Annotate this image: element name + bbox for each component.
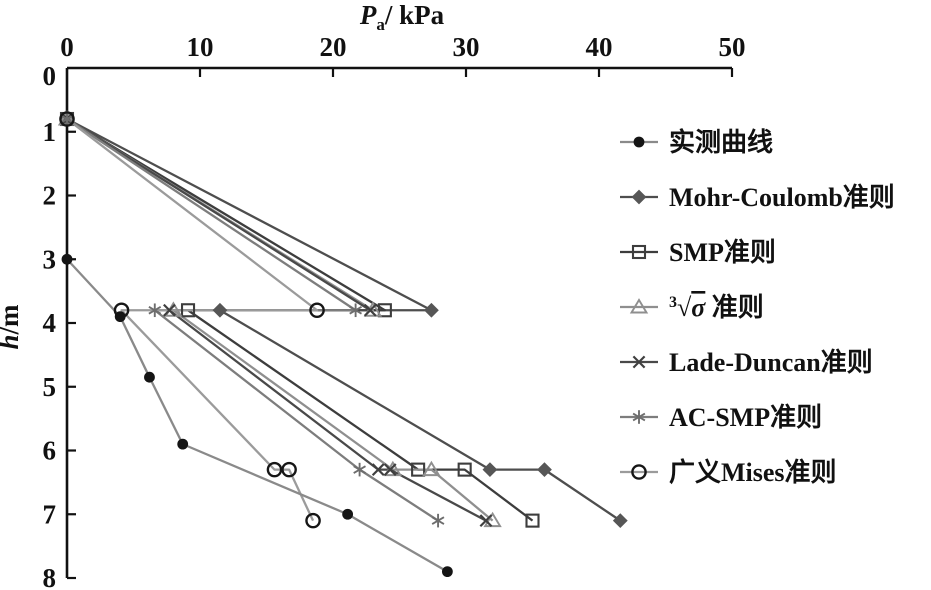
y-tick-label: 5 (43, 372, 57, 402)
series-mises-marker (281, 461, 297, 478)
series-measured-marker (61, 253, 73, 265)
series-measured-marker (144, 371, 155, 383)
series-mises-marker (309, 302, 325, 319)
legend-label-mises: 广义Mises准则 (669, 458, 837, 487)
y-tick-label: 0 (43, 61, 57, 91)
legend-marker-lade-duncan (632, 355, 646, 369)
series-mohr-coulomb-marker (424, 302, 439, 318)
legend-marker-sigma3 (629, 298, 649, 314)
series-lade-duncan-marker (363, 303, 377, 317)
legend-label-lade-duncan: Lade-Duncan准则 (669, 348, 873, 377)
x-tick-label: 40 (586, 32, 613, 62)
series-lade-duncan-marker (371, 463, 385, 477)
series-smp-marker (525, 513, 540, 528)
series-smp-marker (377, 303, 392, 318)
legend-label-smp: SMP准则 (669, 238, 776, 267)
series-smp-marker (411, 462, 426, 477)
y-tick-label: 8 (43, 563, 57, 590)
series-mises-line (66, 118, 319, 522)
series-lade-duncan-line (66, 118, 487, 522)
series-mohr-coulomb-marker (537, 462, 552, 478)
legend-label-ac-smp: AC-SMP准则 (669, 403, 822, 432)
y-tick-label: 1 (43, 117, 57, 147)
series-measured-marker (177, 438, 189, 450)
series-mohr-coulomb-marker (482, 462, 498, 478)
legend-marker-ac-smp (632, 412, 646, 422)
legend-label-mohr-coulomb: Mohr-Coulomb准则 (669, 183, 895, 212)
x-tick-label: 50 (719, 32, 746, 62)
x-tick-label: 20 (320, 32, 347, 62)
series-mises-marker (305, 512, 321, 529)
series-sigma3-marker (422, 460, 441, 477)
series-mohr-coulomb-line (66, 117, 621, 522)
legend-label-sigma3: 3√σ 准则 (669, 293, 764, 322)
series-lade-duncan-marker (479, 514, 493, 528)
series-mohr-coulomb-marker (212, 302, 228, 318)
x-tick-label: 0 (60, 32, 74, 62)
series-smp-marker (180, 303, 196, 318)
series-mises-marker (59, 111, 75, 127)
series-smp-line (66, 118, 534, 522)
series-ac-smp-marker (60, 114, 74, 124)
x-tick-label: 30 (453, 32, 480, 62)
series-ac-smp-marker (349, 306, 362, 315)
legend-marker-measured (633, 136, 645, 148)
series-lade-duncan-marker (163, 303, 176, 317)
legend-marker-mohr-coulomb (631, 189, 647, 205)
series-measured-marker (342, 508, 354, 520)
y-tick-label: 6 (43, 436, 57, 466)
y-tick-label: 2 (43, 181, 57, 211)
y-tick-label: 4 (43, 308, 57, 338)
series-lade-duncan-marker (383, 463, 397, 477)
series-sigma3-marker (483, 511, 502, 528)
x-tick-label: 10 (187, 32, 214, 62)
legend-marker-mises (631, 464, 647, 480)
series-measured-marker (441, 566, 453, 578)
series-mises-marker (266, 461, 283, 478)
series-ac-smp-marker (431, 516, 445, 525)
y-tick-label: 7 (43, 499, 57, 529)
series-measured-marker (114, 311, 126, 323)
legend-marker-smp (631, 244, 647, 260)
y-tick-label: 3 (43, 244, 57, 274)
series-ac-smp-marker (148, 306, 162, 315)
series-sigma3-line (66, 118, 494, 522)
series-mohr-coulomb-marker (612, 513, 628, 529)
series-smp-marker (457, 462, 472, 477)
y-axis-title: h/m (0, 304, 24, 350)
legend-label-measured: 实测曲线 (669, 127, 773, 157)
series-measured-line (66, 258, 448, 573)
series-ac-smp-marker (353, 465, 366, 474)
x-axis-title: Pa/ kPa (359, 0, 445, 34)
